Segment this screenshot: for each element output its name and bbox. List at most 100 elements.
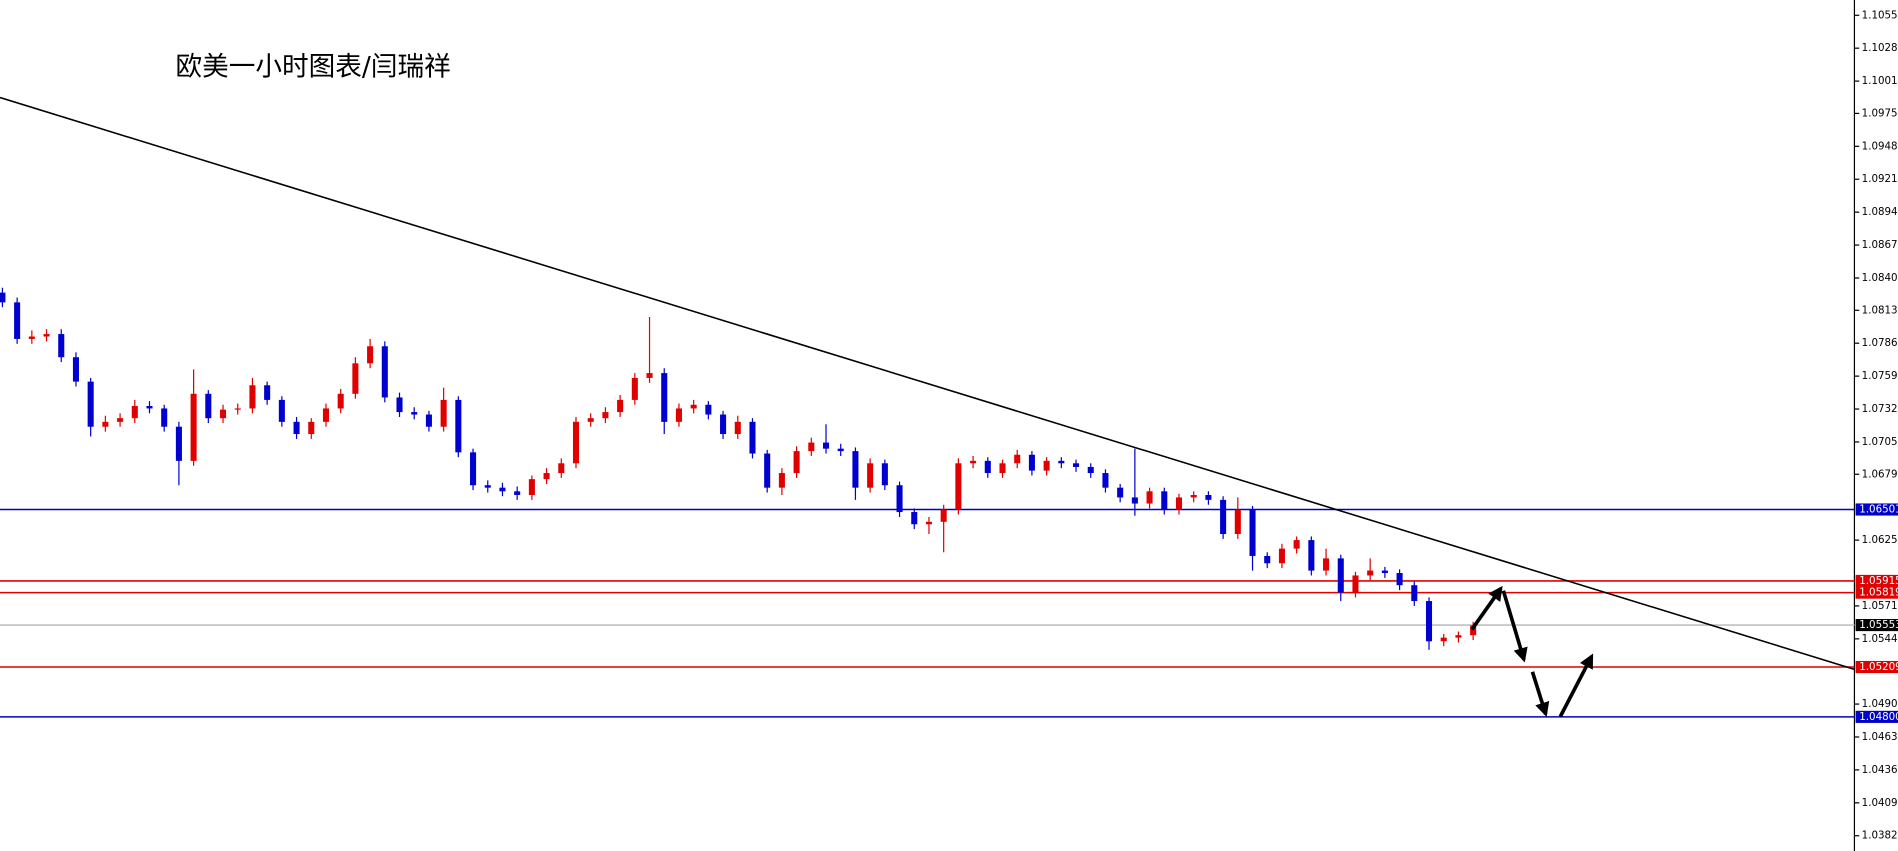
candle-body bbox=[925, 521, 932, 525]
candle-body bbox=[690, 404, 697, 409]
arrow bbox=[1530, 671, 1550, 717]
y-tick-label: 1.10015 bbox=[1862, 75, 1898, 87]
arrow bbox=[1470, 585, 1503, 631]
candle-body bbox=[425, 414, 432, 427]
candle-body bbox=[234, 408, 241, 410]
y-tick-label: 1.09210 bbox=[1862, 173, 1898, 185]
candle-body bbox=[440, 399, 447, 427]
level-price-box bbox=[1855, 660, 1898, 674]
candle-body bbox=[1117, 487, 1124, 498]
level-price-label: 1.05209 bbox=[1859, 661, 1898, 673]
candle-body bbox=[1352, 575, 1359, 593]
candle-body bbox=[984, 460, 991, 474]
candle-body bbox=[1264, 555, 1271, 564]
candle-body bbox=[1220, 499, 1227, 535]
candle-body bbox=[72, 357, 79, 382]
candle-body bbox=[646, 373, 653, 378]
y-tick-label: 1.06250 bbox=[1862, 534, 1898, 546]
candle-body bbox=[161, 408, 168, 427]
chart-title: 欧美一小时图表/闫瑞祥 bbox=[176, 51, 451, 82]
candle-body bbox=[1102, 473, 1109, 488]
candle-body bbox=[308, 421, 315, 435]
candle-body bbox=[602, 412, 609, 419]
candle-body bbox=[0, 292, 6, 303]
candle-body bbox=[764, 453, 771, 488]
candle-body bbox=[337, 393, 344, 409]
y-tick-label: 1.07865 bbox=[1862, 337, 1898, 349]
candle-body bbox=[558, 463, 565, 474]
level-price-label: 1.06501 bbox=[1859, 503, 1898, 515]
y-tick-label: 1.09750 bbox=[1862, 107, 1898, 119]
candle-body bbox=[1234, 509, 1241, 535]
candle-body bbox=[293, 421, 300, 435]
candle-body bbox=[352, 363, 359, 394]
candle-body bbox=[514, 491, 521, 495]
candle-body bbox=[1175, 497, 1183, 510]
candle-body bbox=[999, 463, 1006, 474]
candle-body bbox=[1146, 491, 1153, 504]
candle-body bbox=[367, 346, 374, 364]
candle-body bbox=[411, 412, 418, 415]
candle-body bbox=[572, 421, 580, 464]
candle-body bbox=[1043, 460, 1050, 471]
candle-body bbox=[499, 487, 506, 492]
arrow bbox=[1558, 653, 1594, 718]
y-tick-label: 1.10285 bbox=[1862, 42, 1898, 54]
candle-body bbox=[1381, 570, 1388, 574]
candle-body bbox=[837, 448, 844, 452]
y-tick-label: 1.08400 bbox=[1862, 272, 1898, 284]
candle-body bbox=[1249, 509, 1256, 556]
candle-body bbox=[705, 404, 712, 415]
candle-body bbox=[822, 442, 830, 449]
candle-body bbox=[1131, 497, 1138, 504]
candle-body bbox=[43, 334, 50, 337]
level-price-label: 1.05553 bbox=[1859, 619, 1898, 631]
level-price-label: 1.05915 bbox=[1859, 575, 1898, 587]
candle-body bbox=[1205, 494, 1212, 500]
trendline bbox=[0, 96, 1855, 671]
candle-body bbox=[940, 509, 947, 522]
candle-body bbox=[1014, 454, 1021, 464]
candle-body bbox=[1073, 463, 1080, 467]
candle-body bbox=[720, 414, 727, 435]
candle-body bbox=[587, 418, 594, 422]
candle-body bbox=[264, 385, 271, 400]
candle-body bbox=[58, 334, 65, 358]
candle-body bbox=[131, 405, 138, 419]
candle-body bbox=[970, 460, 977, 464]
candle-body bbox=[205, 393, 212, 419]
candle-body bbox=[470, 452, 477, 486]
candle-body bbox=[661, 373, 668, 422]
candle-body bbox=[146, 405, 153, 409]
y-tick-label: 1.05440 bbox=[1862, 633, 1898, 645]
y-tick-label: 1.07595 bbox=[1862, 370, 1898, 382]
candle-body bbox=[749, 421, 756, 454]
candle-body bbox=[14, 302, 21, 339]
candle-body bbox=[1028, 454, 1035, 471]
level-price-box bbox=[1855, 574, 1898, 587]
level-price-box bbox=[1855, 619, 1898, 632]
candle-body bbox=[955, 463, 962, 510]
y-tick-label: 1.09480 bbox=[1862, 140, 1898, 152]
candle-body bbox=[793, 451, 800, 474]
y-tick-label: 1.08670 bbox=[1862, 239, 1898, 251]
candle-body bbox=[484, 485, 491, 488]
candle-body bbox=[87, 381, 94, 427]
candle-body bbox=[455, 399, 462, 453]
candle-body bbox=[808, 442, 815, 452]
candle-body bbox=[1323, 558, 1330, 571]
candle-body bbox=[734, 421, 741, 435]
y-tick-label: 1.06790 bbox=[1862, 468, 1898, 480]
candle-body bbox=[249, 385, 256, 409]
candle-body bbox=[381, 346, 388, 398]
candle-body bbox=[1455, 635, 1462, 638]
level-price-box bbox=[1855, 586, 1898, 599]
candle-body bbox=[175, 426, 182, 461]
candle-body bbox=[278, 399, 285, 422]
y-tick-label: 1.05710 bbox=[1862, 600, 1898, 612]
candle-body bbox=[322, 408, 330, 422]
candle-body bbox=[117, 418, 124, 422]
y-tick-label: 1.07325 bbox=[1862, 403, 1898, 415]
candle-body bbox=[1367, 570, 1374, 576]
